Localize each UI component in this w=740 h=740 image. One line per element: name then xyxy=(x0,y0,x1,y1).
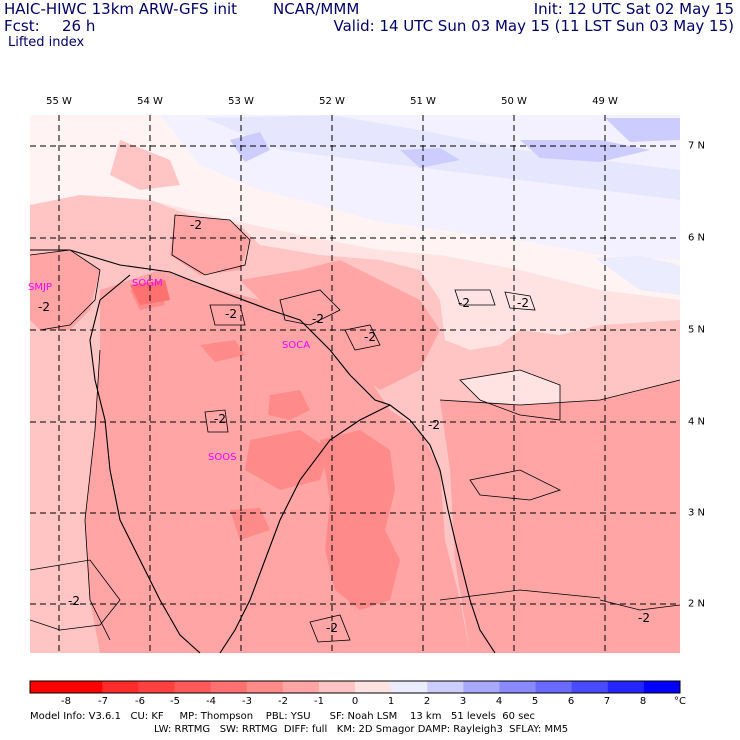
colorbar-tick: -8 xyxy=(61,696,71,707)
colorbar-swatch xyxy=(643,681,681,693)
contour-lines xyxy=(30,214,680,643)
colorbar-swatch xyxy=(427,681,464,693)
lat-label: 2 N xyxy=(688,598,706,610)
lon-label: 53 W xyxy=(228,96,254,107)
colorbar-unit: °C xyxy=(674,696,686,707)
contour-label: -2 xyxy=(190,218,202,232)
model-title: HAIC-HIWC 13km ARW-GFS init xyxy=(4,0,238,18)
colorbar-tick: 7 xyxy=(603,696,611,707)
colorbar-tick: 3 xyxy=(459,696,467,707)
colorbar-swatch xyxy=(318,681,356,693)
colorbar-tick: 6 xyxy=(567,696,575,707)
footer-physics-info: LW: RRTMG SW: RRTMG DIFF: full KM: 2D Sm… xyxy=(154,724,569,735)
lat-label: 7 N xyxy=(688,140,706,152)
fcst-value: 26 h xyxy=(62,17,96,35)
contour-label: -2 xyxy=(312,312,324,326)
colorbar-swatch xyxy=(210,681,248,693)
colorbar-swatch xyxy=(391,681,428,693)
colorbar-swatch xyxy=(463,681,500,693)
colorbar-tick: -7 xyxy=(98,696,108,707)
colorbar-tick: 1 xyxy=(387,696,395,707)
colorbar-swatch xyxy=(499,681,537,693)
field-name: Lifted index xyxy=(8,35,85,50)
lat-label: 6 N xyxy=(688,232,706,244)
colorbar-swatch xyxy=(138,681,175,693)
station-label: SOGM xyxy=(132,278,163,289)
lat-label: 5 N xyxy=(688,324,706,336)
contour-label: -2 xyxy=(214,412,226,426)
coastline xyxy=(30,249,496,654)
colorbar-swatch xyxy=(246,681,284,693)
contour-label: -2 xyxy=(517,296,529,310)
station-label: SMJP xyxy=(28,282,52,293)
contour-label: -2 xyxy=(225,307,237,321)
lon-label: 49 W xyxy=(592,96,618,107)
lat-label: 3 N xyxy=(688,507,706,519)
footer-model-info: Model Info: V3.6.1 CU: KF MP: Thompson P… xyxy=(30,711,536,722)
org-label: NCAR/MMM xyxy=(273,0,360,18)
colorbar-tick: -2 xyxy=(278,696,288,707)
colorbar-swatch xyxy=(607,681,645,693)
lon-label: 50 W xyxy=(501,96,527,107)
lon-label: 55 W xyxy=(46,96,72,107)
colorbar-tick: 2 xyxy=(423,696,431,707)
colorbar xyxy=(29,680,681,694)
colorbar-frame xyxy=(29,680,681,694)
contour-label: -2 xyxy=(458,296,470,310)
lon-label: 54 W xyxy=(137,96,163,107)
station-label: SOCA xyxy=(282,340,311,351)
colorbar-tick: -5 xyxy=(170,696,180,707)
colorbar-swatch xyxy=(571,681,609,693)
contour-label: -2 xyxy=(364,330,376,344)
colorbar-tick: -1 xyxy=(314,696,324,707)
colorbar-swatch xyxy=(282,681,320,693)
station-label: SOOS xyxy=(208,452,237,463)
map-fill xyxy=(30,115,680,653)
contour-label: -2 xyxy=(38,300,50,314)
lon-label: 51 W xyxy=(410,96,436,107)
colorbar-tick: -3 xyxy=(242,696,252,707)
graticule xyxy=(30,115,680,653)
lon-label: 52 W xyxy=(319,96,345,107)
colorbar-tick: 4 xyxy=(495,696,503,707)
lat-label: 4 N xyxy=(688,416,706,428)
colorbar-tick: 5 xyxy=(531,696,539,707)
colorbar-swatch xyxy=(102,681,139,693)
contour-label: -2 xyxy=(428,418,440,432)
colorbar-swatch xyxy=(30,681,67,693)
colorbar-tick: 0 xyxy=(351,696,359,707)
contour-label: -2 xyxy=(68,594,80,608)
colorbar-tick: 8 xyxy=(639,696,647,707)
init-time: Init: 12 UTC Sat 02 May 15 xyxy=(533,0,734,18)
fcst-label: Fcst: xyxy=(4,17,40,35)
contour-label: -2 xyxy=(326,621,338,635)
colorbar-tick: -6 xyxy=(135,696,145,707)
colorbar-swatch xyxy=(174,681,212,693)
colorbar-swatch xyxy=(66,681,103,693)
colorbar-swatch xyxy=(355,681,392,693)
contour-label: -2 xyxy=(638,611,650,625)
colorbar-tick: -4 xyxy=(206,696,216,707)
colorbar-swatch xyxy=(535,681,573,693)
valid-time: Valid: 14 UTC Sun 03 May 15 (11 LST Sun … xyxy=(333,17,734,35)
